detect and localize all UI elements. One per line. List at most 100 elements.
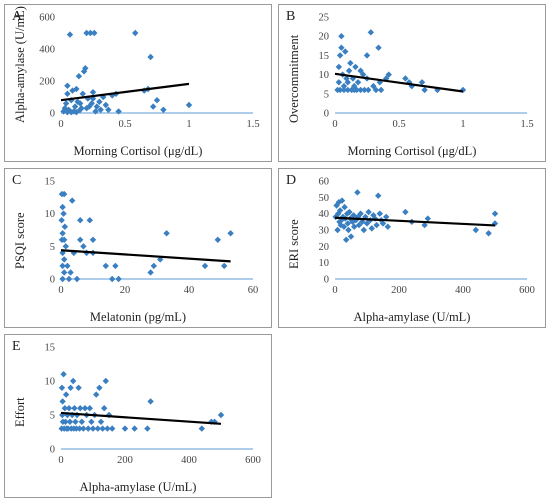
- data-point: [346, 208, 353, 216]
- data-point: [344, 220, 351, 227]
- chart-panel-a: A 0 200 400 600 0 0.5 1 1.5 Alpha-amylase (U/mL…: [4, 4, 272, 162]
- trend-line: [60, 411, 222, 425]
- data-point: [335, 79, 343, 86]
- data-point: [354, 79, 362, 86]
- x-tick-label: 200: [391, 285, 407, 296]
- x-tick-label: 0.5: [392, 119, 405, 130]
- y-tick-label: 10: [45, 377, 56, 388]
- data-point: [336, 52, 344, 59]
- data-point: [77, 405, 84, 412]
- data-point: [105, 106, 112, 113]
- data-point: [472, 226, 479, 234]
- data-point: [58, 217, 65, 224]
- data-point: [112, 262, 119, 270]
- data-point: [59, 262, 66, 270]
- data-point: [144, 425, 151, 432]
- data-point: [89, 236, 97, 243]
- data-point: [149, 103, 157, 110]
- data-point: [94, 425, 101, 432]
- data-point: [73, 275, 81, 283]
- data-point: [335, 199, 343, 206]
- data-point: [64, 109, 71, 116]
- x-tick-label: 600: [519, 285, 535, 296]
- data-point: [344, 86, 351, 94]
- data-point: [375, 192, 382, 199]
- data-point: [62, 418, 69, 425]
- data-point: [335, 63, 343, 71]
- data-point: [367, 29, 375, 36]
- data-point: [402, 208, 409, 216]
- data-point: [97, 418, 105, 425]
- data-point: [62, 100, 70, 107]
- data-point: [377, 86, 385, 94]
- data-point: [347, 233, 355, 240]
- data-point: [69, 87, 76, 94]
- data-point: [61, 256, 68, 263]
- y-tick-label: 20: [319, 32, 330, 43]
- data-point: [371, 215, 379, 222]
- data-point: [418, 79, 426, 86]
- data-point: [92, 108, 99, 115]
- data-point: [87, 29, 94, 37]
- data-point: [340, 82, 348, 90]
- data-point: [64, 82, 71, 89]
- scatter-plot-e: 0 5 10 15 0 200 400 600: [45, 343, 261, 467]
- data-point: [70, 249, 77, 257]
- x-tick-label: 1.5: [520, 119, 533, 130]
- data-point: [72, 418, 79, 425]
- data-point: [334, 226, 341, 234]
- data-point: [78, 418, 85, 425]
- x-tick-label: 20: [120, 285, 131, 296]
- data-point: [372, 86, 380, 94]
- y-tick-label: 10: [319, 258, 330, 269]
- data-point: [214, 236, 221, 243]
- x-tick-label: 600: [245, 455, 261, 466]
- y-tick-label: 30: [319, 226, 330, 237]
- y-axis-label-d: ERI score: [287, 219, 301, 269]
- y-tick-label: 5: [324, 89, 329, 100]
- data-point: [99, 425, 106, 432]
- data-point: [357, 86, 364, 94]
- data-point: [77, 100, 84, 107]
- data-point: [61, 405, 69, 412]
- data-point: [65, 275, 73, 283]
- data-point: [81, 405, 89, 412]
- data-point: [80, 425, 87, 432]
- data-point: [93, 391, 100, 398]
- chart-panel-d: D 0 10 20 30 40 50 60 0 200 400 600 ERI score Alph…: [278, 168, 546, 328]
- data-point: [347, 59, 354, 67]
- x-tick-label: 400: [455, 285, 471, 296]
- x-axis-label-b: Morning Cortisol (μg/dL): [347, 144, 477, 158]
- data-point: [88, 418, 95, 425]
- data-point: [83, 105, 90, 112]
- y-tick-label: 60: [319, 177, 330, 188]
- data-point: [160, 106, 167, 113]
- data-point: [82, 65, 89, 72]
- x-axis-label-a: Morning Cortisol (μg/dL): [73, 144, 203, 158]
- x-tick-label: 0.5: [118, 119, 131, 130]
- data-point: [115, 108, 122, 115]
- y-tick-label: 50: [319, 193, 330, 204]
- y-tick-label: 5: [50, 242, 55, 253]
- data-point: [459, 86, 467, 94]
- y-tick-label: 25: [319, 13, 330, 24]
- data-point: [150, 262, 157, 270]
- data-point: [221, 262, 228, 270]
- data-point: [62, 391, 70, 398]
- x-tick-label: 400: [181, 455, 197, 466]
- data-point: [385, 71, 392, 78]
- data-point: [59, 411, 66, 419]
- data-point: [363, 52, 371, 59]
- y-tick-label: 15: [319, 51, 330, 62]
- data-point: [59, 398, 66, 405]
- data-point: [61, 269, 68, 276]
- data-point: [102, 101, 109, 109]
- chart-panel-c: C 0 5 10 15 0 20 40 60 PSQI score Melatonin (pg…: [4, 168, 272, 328]
- data-point: [71, 103, 79, 110]
- data-point: [491, 220, 499, 227]
- data-point: [365, 208, 372, 216]
- trend-line: [334, 72, 464, 93]
- data-point: [339, 213, 347, 221]
- data-point: [76, 425, 83, 432]
- panel-label-c: C: [12, 173, 22, 188]
